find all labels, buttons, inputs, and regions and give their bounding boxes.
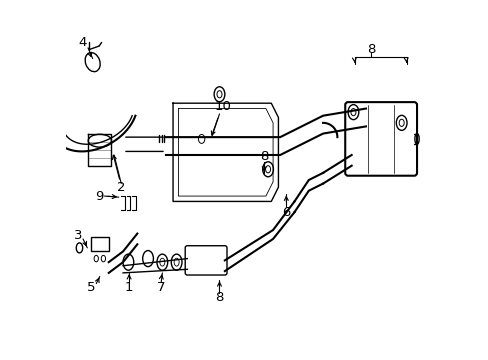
Text: 1: 1 xyxy=(124,281,133,294)
Text: 8: 8 xyxy=(366,43,375,56)
Text: 6: 6 xyxy=(282,206,290,219)
Text: 8: 8 xyxy=(260,150,268,163)
Bar xyxy=(91,237,108,251)
Text: 9: 9 xyxy=(95,190,103,203)
Text: 10: 10 xyxy=(214,100,231,113)
Text: 4: 4 xyxy=(79,36,87,49)
Text: 3: 3 xyxy=(74,229,82,242)
Text: 2: 2 xyxy=(117,181,125,194)
Text: 7: 7 xyxy=(157,281,165,294)
Text: 5: 5 xyxy=(86,281,95,294)
Text: 8: 8 xyxy=(215,291,223,305)
